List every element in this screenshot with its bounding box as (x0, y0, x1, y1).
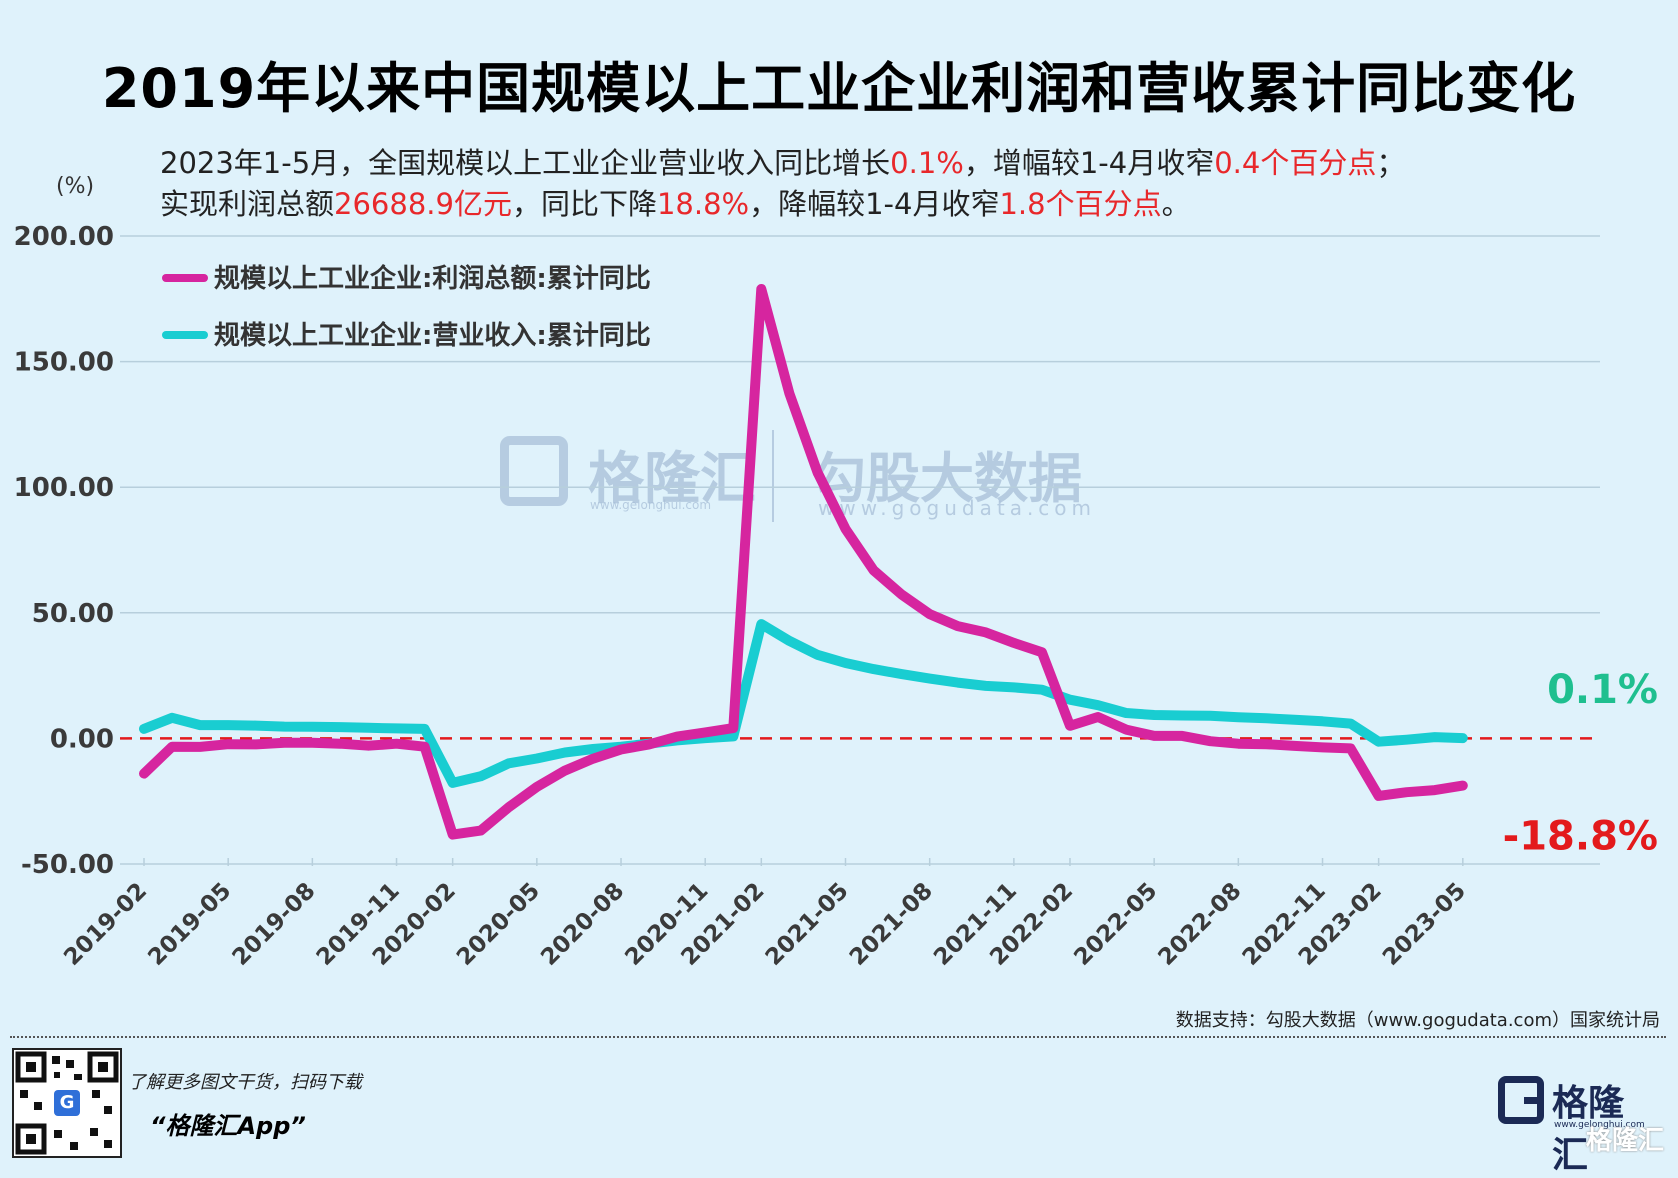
watermark-gelonghui-icon (500, 436, 580, 512)
subtitle_line1-segment: 2023年1-5月，全国规模以上工业企业营业收入同比增长 (160, 146, 891, 180)
y-tick-label: 200.00 (14, 222, 114, 252)
subtitle_line2-segment: 。 (1161, 187, 1191, 221)
legend-label-profit: 规模以上工业企业:利润总额:累计同比 (214, 263, 651, 294)
y-tick-label: 50.00 (32, 599, 114, 629)
corner-watermark: 格隆汇 (1585, 1126, 1664, 1156)
qr-code-icon: G (12, 1048, 122, 1158)
y-axis-unit-label: (%) (56, 174, 95, 199)
x-tick-label: 2020-05 (452, 878, 545, 971)
logo-url: www.gelonghui.com (1554, 1120, 1645, 1130)
end-label-profit: -18.8% (1503, 814, 1658, 860)
x-tick-label: 2020-08 (536, 878, 629, 971)
x-tick-label: 2019-08 (228, 878, 321, 971)
subtitle_line2-segment: 1.8个百分点 (999, 187, 1162, 221)
y-tick-label: 0.00 (50, 724, 114, 754)
x-tick-label: 2021-08 (845, 878, 938, 971)
subtitle_line2-segment: 实现利润总额 (160, 187, 335, 221)
data-source: 数据支持：勾股大数据（www.gogudata.com）国家统计局 (1175, 1010, 1660, 1031)
subtitle_line2-segment: ，降幅较1-4月收窄 (749, 187, 1000, 221)
gelonghui-logo-icon (1498, 1076, 1544, 1124)
subtitle_line1-segment: 0.4个百分点 (1214, 146, 1377, 180)
x-tick-label: 2022-05 (1069, 878, 1162, 971)
watermark-gogudata-url: www.gogudata.com (818, 496, 1097, 520)
y-tick-label: -50.00 (21, 850, 114, 880)
x-tick-label: 2019-02 (59, 878, 152, 971)
footer-app-name: “格隆汇App” (150, 1112, 306, 1140)
x-tick-label: 2022-08 (1154, 878, 1247, 971)
subtitle_line1-segment: ，增幅较1-4月收窄 (963, 146, 1215, 180)
qr-logo-icon: G (54, 1090, 80, 1116)
watermark-brand-gelonghui: 格隆汇 (588, 447, 756, 512)
y-tick-label: 150.00 (14, 348, 114, 378)
y-tick-label: 100.00 (14, 473, 114, 503)
x-tick-label: 2021-05 (761, 878, 854, 971)
footer-promo-text: 了解更多图文干货，扫码下载 (128, 1072, 362, 1093)
series-line-revenue (139, 619, 1468, 788)
subtitle-line-1: 2023年1-5月，全国规模以上工业企业营业收入同比增长0.1%，增幅较1-4月… (160, 140, 1405, 182)
subtitle_line2-segment: 18.8% (656, 187, 750, 221)
footer-divider (10, 1036, 1666, 1038)
end-label-revenue: 0.1% (1547, 667, 1658, 713)
subtitle_line1-segment: 0.1% (890, 146, 964, 180)
chart-title: 2019年以来中国规模以上工业企业利润和营收累计同比变化 (101, 57, 1577, 120)
subtitle_line1-segment: ； (1376, 146, 1406, 180)
x-tick-label: 2023-05 (1378, 878, 1471, 971)
watermark-divider (772, 430, 774, 522)
subtitle-line-2: 实现利润总额26688.9亿元，同比下降18.8%，降幅较1-4月收窄1.8个百… (160, 181, 1191, 223)
gelonghui-logo: 格隆汇 www.gelonghui.com (1498, 1072, 1658, 1176)
watermark-gelonghui-url: www.gelonghui.com (590, 498, 712, 512)
x-tick-label: 2019-05 (143, 878, 236, 971)
watermark-brand-gogudata: 勾股大数据 (812, 447, 1082, 510)
subtitle_line2-segment: ，同比下降 (511, 187, 657, 221)
series-line-profit (139, 284, 1468, 840)
subtitle_line2-segment: 26688.9亿元 (334, 187, 512, 221)
legend-label-revenue: 规模以上工业企业:营业收入:累计同比 (214, 320, 651, 351)
